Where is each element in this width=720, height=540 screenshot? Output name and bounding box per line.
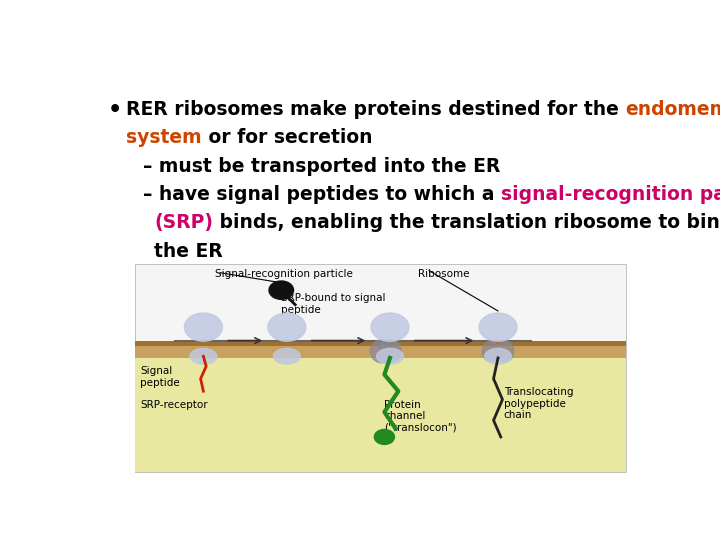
Text: – must be transported into the ER: – must be transported into the ER xyxy=(143,157,500,176)
Bar xyxy=(135,341,626,346)
Text: or for secretion: or for secretion xyxy=(202,129,372,147)
Text: RER ribosomes make proteins destined for the: RER ribosomes make proteins destined for… xyxy=(126,100,626,119)
Circle shape xyxy=(269,281,294,299)
Bar xyxy=(135,341,626,358)
Circle shape xyxy=(268,313,306,341)
Bar xyxy=(135,265,626,472)
Ellipse shape xyxy=(377,348,403,364)
Text: the ER: the ER xyxy=(154,241,223,260)
Text: SRP-bound to signal
peptide: SRP-bound to signal peptide xyxy=(282,294,386,315)
Circle shape xyxy=(371,313,409,341)
Text: •: • xyxy=(108,100,122,120)
Text: – have signal peptides to which a: – have signal peptides to which a xyxy=(143,185,501,204)
Text: SRP-receptor: SRP-receptor xyxy=(140,400,208,409)
Text: Ribosome: Ribosome xyxy=(418,268,469,279)
Ellipse shape xyxy=(274,348,300,364)
Text: Protein
channel
("translocon"): Protein channel ("translocon") xyxy=(384,400,457,433)
Ellipse shape xyxy=(497,341,513,362)
Text: (SRP): (SRP) xyxy=(154,213,213,232)
Text: signal-recognition particle: signal-recognition particle xyxy=(501,185,720,204)
Text: binds, enabling the translation ribosome to bind to: binds, enabling the translation ribosome… xyxy=(213,213,720,232)
Circle shape xyxy=(374,429,395,444)
Text: Signal
peptide: Signal peptide xyxy=(140,366,180,388)
Ellipse shape xyxy=(482,341,499,362)
Ellipse shape xyxy=(371,340,393,363)
Text: Translocating
polypeptide
chain: Translocating polypeptide chain xyxy=(503,387,573,420)
Circle shape xyxy=(184,313,222,341)
Text: endomembrane: endomembrane xyxy=(626,100,720,119)
Ellipse shape xyxy=(485,348,511,364)
Text: system: system xyxy=(126,129,202,147)
Circle shape xyxy=(479,313,517,341)
Ellipse shape xyxy=(190,348,217,364)
Bar xyxy=(135,358,626,472)
Text: Signal-recognition particle: Signal-recognition particle xyxy=(215,268,352,279)
Ellipse shape xyxy=(379,340,401,363)
